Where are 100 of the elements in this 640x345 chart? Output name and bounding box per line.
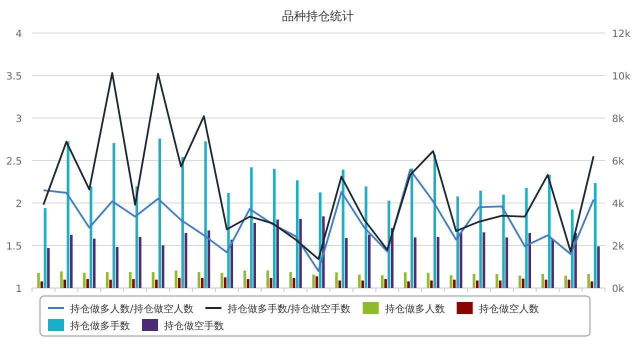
bar xyxy=(453,280,456,288)
bar xyxy=(138,237,142,288)
bar xyxy=(498,280,502,288)
y2-tick-label: 4k xyxy=(612,199,624,210)
y2-tick-label: 10k xyxy=(612,72,631,82)
bar xyxy=(296,180,299,288)
legend-label: 持仓做空人数 xyxy=(478,303,539,315)
bar xyxy=(502,194,505,288)
legend-label: 持仓做空手数 xyxy=(164,320,224,332)
legend-label: 持仓做多人数/持仓做空人数 xyxy=(70,303,194,315)
bar xyxy=(450,275,452,288)
bar xyxy=(276,220,279,288)
bar xyxy=(220,272,224,288)
bar xyxy=(364,186,368,288)
y2-tick-label: 2k xyxy=(612,242,624,252)
chart-title: 品种持仓统计 xyxy=(282,9,354,23)
bar xyxy=(597,246,600,288)
bar xyxy=(70,234,73,288)
bar xyxy=(44,208,46,288)
bar xyxy=(292,278,296,288)
bar xyxy=(132,279,135,288)
bar xyxy=(436,237,440,288)
bar xyxy=(112,143,116,288)
bar xyxy=(181,157,184,288)
bar xyxy=(155,280,158,288)
y-tick-label: 2.5 xyxy=(6,156,22,168)
y-tick-label: 4 xyxy=(16,29,22,40)
bar xyxy=(152,272,154,288)
legend-label: 持仓做多手数 xyxy=(70,320,130,332)
bar xyxy=(590,281,594,288)
bar xyxy=(345,238,348,288)
legend-label: 持仓做多人数 xyxy=(384,303,445,315)
bar xyxy=(361,280,364,288)
bar xyxy=(289,272,292,288)
bar xyxy=(66,141,70,288)
bar xyxy=(227,193,230,288)
bar xyxy=(243,270,246,288)
bar xyxy=(426,272,430,288)
bar xyxy=(109,280,112,288)
bar xyxy=(472,274,476,288)
bar xyxy=(224,277,226,288)
y2-tick-label: 6k xyxy=(612,156,624,168)
bar xyxy=(358,274,361,288)
y-tick-label: 3.5 xyxy=(6,72,22,82)
bar xyxy=(541,274,544,288)
bar xyxy=(83,272,86,288)
legend-label: 持仓做多手数/持仓做空手数 xyxy=(227,303,351,315)
bar xyxy=(128,272,132,288)
bar xyxy=(208,230,210,288)
bar xyxy=(433,154,436,288)
y-tick-label: 1 xyxy=(16,284,22,295)
bar xyxy=(200,278,204,288)
bar xyxy=(40,281,44,288)
bar xyxy=(384,279,387,288)
bar xyxy=(162,245,164,288)
bar xyxy=(518,276,522,288)
bar xyxy=(316,276,318,288)
bar xyxy=(86,279,89,288)
bar xyxy=(174,270,178,288)
bar xyxy=(253,222,256,288)
bar xyxy=(60,271,63,288)
y-tick-label: 3 xyxy=(16,114,22,125)
bar xyxy=(460,232,462,288)
bar xyxy=(528,232,532,288)
bar xyxy=(37,272,40,288)
bar xyxy=(410,168,414,288)
bar xyxy=(270,278,272,288)
bar xyxy=(63,280,66,288)
bar xyxy=(407,281,410,288)
bar xyxy=(544,280,548,288)
bar xyxy=(184,232,188,288)
bar xyxy=(479,190,482,288)
bar xyxy=(250,167,253,288)
bar xyxy=(246,279,250,288)
bar xyxy=(381,275,384,288)
bar xyxy=(525,188,528,288)
bar xyxy=(312,274,315,288)
bar xyxy=(594,183,596,288)
y-tick-label: 1.5 xyxy=(6,242,22,252)
y2-tick-label: 8k xyxy=(612,114,624,125)
y2-tick-label: 0k xyxy=(612,284,624,295)
bar xyxy=(506,237,508,288)
bar xyxy=(90,186,92,288)
bar xyxy=(568,280,570,288)
bar xyxy=(404,272,407,288)
bar xyxy=(564,276,567,288)
bar xyxy=(47,248,50,288)
bar xyxy=(92,238,96,288)
bar xyxy=(338,280,342,288)
bar xyxy=(587,274,590,288)
y-tick-label: 2 xyxy=(16,199,22,210)
bar xyxy=(456,196,459,288)
bar xyxy=(116,246,118,288)
bar xyxy=(496,274,498,288)
y2-tick-label: 12k xyxy=(612,29,631,40)
bar xyxy=(335,272,338,288)
bar xyxy=(551,238,554,288)
bar xyxy=(482,232,486,288)
bar xyxy=(158,138,162,288)
bar xyxy=(414,237,416,288)
